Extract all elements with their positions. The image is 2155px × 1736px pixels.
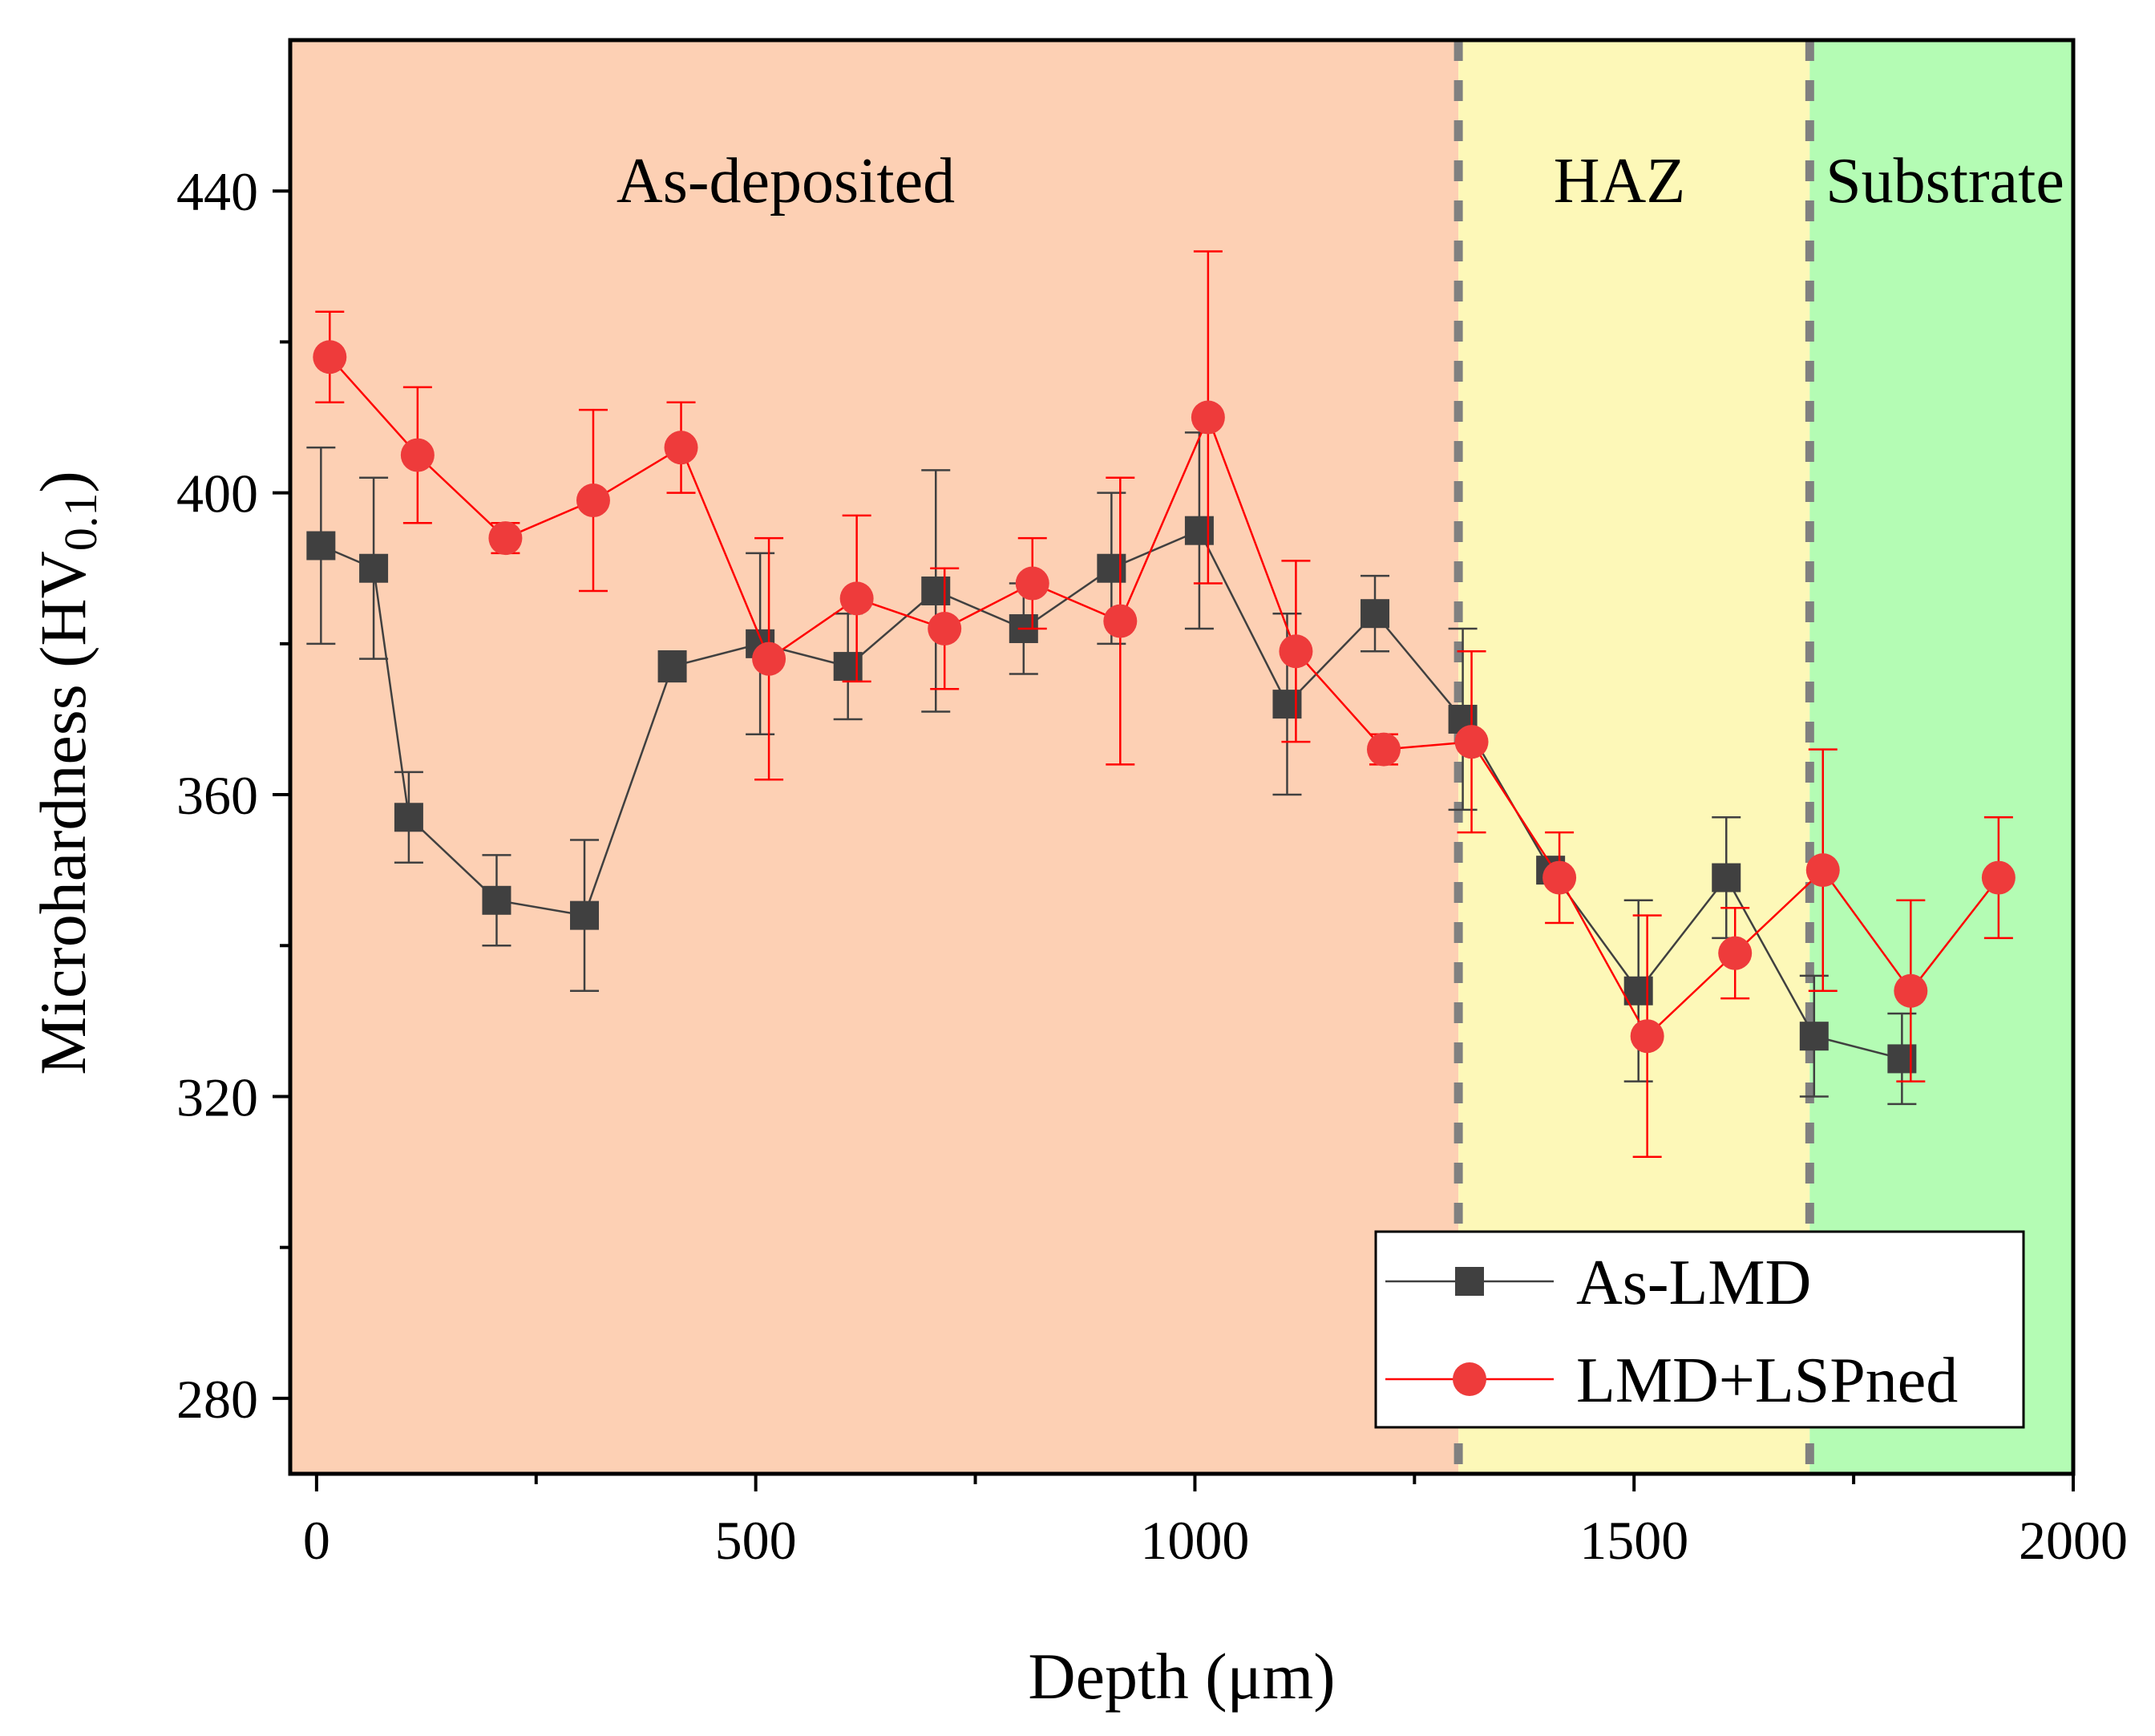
x-tick-label: 2000 — [2019, 1510, 2128, 1571]
data-point — [657, 652, 687, 682]
data-point — [1361, 599, 1390, 629]
data-point — [400, 438, 435, 472]
data-point — [1015, 566, 1049, 601]
y-axis-title: Microhardness (HV0.1) — [26, 471, 107, 1074]
y-tick-label: 360 — [176, 765, 258, 826]
data-point — [570, 900, 600, 930]
data-point — [1718, 936, 1753, 970]
data-point — [1103, 604, 1138, 638]
y-axis-title-main: Microhardness (HV — [26, 551, 99, 1075]
region-label-haz: HAZ — [1554, 146, 1685, 216]
plot-frame — [288, 38, 2076, 1476]
axis-ticks: 0 500 1000 1500 2000 280 320 360 400 440 — [176, 161, 2128, 1571]
y-tick-label: 280 — [176, 1369, 258, 1430]
x-tick-label: 1500 — [1579, 1510, 1688, 1571]
x-tick-label: 500 — [715, 1510, 797, 1571]
x-tick-label: 0 — [303, 1510, 330, 1571]
series-lmd-lspned — [313, 250, 2016, 1159]
data-point — [359, 553, 389, 583]
y-tick-label: 400 — [176, 463, 258, 524]
data-point — [1097, 553, 1126, 583]
series-line — [329, 356, 1999, 1038]
y-axis-title-subscript: 0.1 — [55, 493, 107, 552]
x-axis-title: Depth (μm) — [1028, 1640, 1335, 1713]
data-point — [1799, 1022, 1829, 1051]
data-point — [488, 521, 523, 556]
series-layer — [306, 250, 2016, 1159]
x-tick-label: 1000 — [1140, 1510, 1249, 1571]
region-bands — [290, 40, 2073, 1474]
data-point — [1542, 860, 1577, 895]
data-point — [1894, 973, 1928, 1008]
legend-marker — [1455, 1267, 1484, 1296]
legend-item-lmd-lspned: LMD+LSPned — [1385, 1346, 1958, 1416]
data-point — [1279, 634, 1313, 669]
data-point — [1184, 516, 1214, 545]
legend: As-LMD LMD+LSPned — [1374, 1230, 2025, 1429]
legend-marker — [1453, 1362, 1486, 1396]
legend-label: LMD+LSPned — [1576, 1346, 1958, 1416]
data-point — [394, 803, 423, 832]
data-point — [1366, 732, 1401, 767]
data-point — [928, 612, 962, 646]
data-point — [1805, 853, 1840, 888]
data-point — [752, 641, 786, 676]
region-label-substrate: Substrate — [1825, 146, 2064, 216]
data-point — [833, 652, 863, 682]
data-point — [921, 576, 951, 605]
region-labels: As-deposited HAZ Substrate — [617, 146, 2064, 216]
legend-item-as-lmd: As-LMD — [1385, 1248, 1811, 1318]
legend-box — [1374, 1230, 2025, 1429]
y-tick-label: 320 — [176, 1066, 258, 1127]
data-point — [664, 431, 698, 465]
legend-label: As-LMD — [1576, 1248, 1811, 1318]
region-label-as-deposited: As-deposited — [617, 146, 955, 216]
data-point — [1712, 863, 1741, 892]
data-point — [1887, 1044, 1917, 1074]
data-point — [1454, 725, 1489, 759]
data-point — [313, 340, 347, 374]
data-point — [839, 581, 874, 616]
y-axis-title-close: ) — [26, 471, 99, 492]
data-point — [1191, 400, 1225, 435]
y-tick-label: 440 — [176, 161, 258, 222]
data-point — [1272, 690, 1302, 719]
data-point — [1630, 1019, 1664, 1054]
region-band-as-deposited — [290, 40, 1459, 1474]
data-point — [306, 531, 336, 560]
data-point — [1981, 860, 2016, 895]
data-point — [576, 484, 610, 518]
data-point — [482, 885, 511, 915]
